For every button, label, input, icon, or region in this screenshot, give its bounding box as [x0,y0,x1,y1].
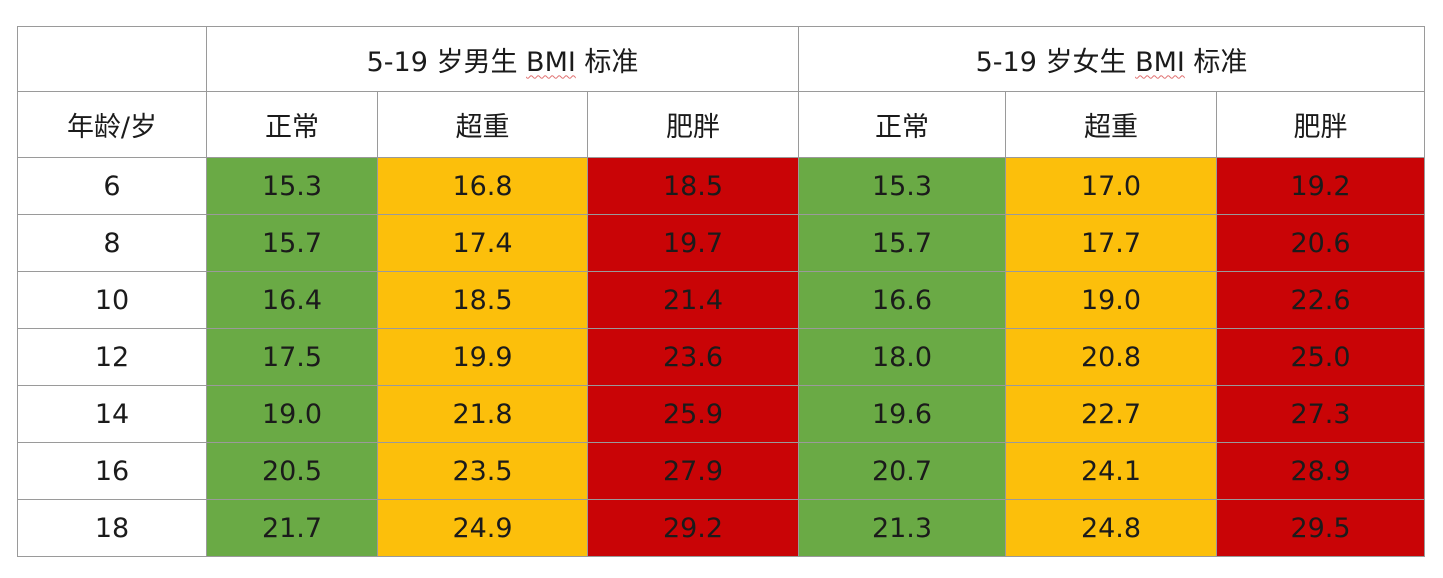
girls-overweight-value: 24.1 [1005,442,1218,500]
boys-overweight-value: 17.4 [377,214,588,272]
girls-overweight-header: 超重 [1005,91,1218,158]
boys-normal-value: 15.7 [206,214,378,272]
boys-overweight-value: 19.9 [377,328,588,386]
table-row: 16 20.5 23.5 27.9 20.7 24.1 28.9 [17,442,1426,500]
age-cell: 8 [17,214,207,272]
girls-normal-header: 正常 [798,91,1007,158]
girls-overweight-value: 20.8 [1005,328,1218,386]
girls-title-prefix: 5-19 岁女生 [975,46,1136,78]
age-header: 年龄/岁 [17,91,207,158]
girls-overweight-value: 17.7 [1005,214,1218,272]
girls-obese-value: 27.3 [1216,385,1426,443]
girls-obese-value: 25.0 [1216,328,1426,386]
boys-obese-value: 18.5 [586,157,800,215]
age-cell: 6 [17,157,207,215]
age-cell: 16 [17,442,207,500]
boys-obese-value: 29.2 [586,499,800,557]
girls-normal-value: 16.6 [798,271,1007,329]
table-row: 8 15.7 17.4 19.7 15.7 17.7 20.6 [17,214,1426,272]
age-cell: 10 [17,271,207,329]
boys-normal-value: 17.5 [206,328,378,386]
title-row: 5-19 岁男生 BMI 标准 5-19 岁女生 BMI 标准 [17,26,1426,92]
boys-overweight-value: 18.5 [377,271,588,329]
boys-normal-value: 16.4 [206,271,378,329]
girls-obese-value: 22.6 [1216,271,1426,329]
girls-obese-header: 肥胖 [1216,91,1426,158]
boys-obese-value: 19.7 [586,214,800,272]
girls-obese-value: 19.2 [1216,157,1426,215]
boys-normal-header: 正常 [206,91,378,158]
boys-normal-value: 20.5 [206,442,378,500]
table-row: 18 21.7 24.9 29.2 21.3 24.8 29.5 [17,499,1426,557]
girls-overweight-value: 19.0 [1005,271,1218,329]
girls-title-suffix: 标准 [1184,46,1248,78]
boys-obese-value: 25.9 [586,385,800,443]
age-cell: 12 [17,328,207,386]
boys-obese-value: 23.6 [586,328,800,386]
girls-title-bmi: BMI [1135,46,1185,78]
girls-overweight-value: 24.8 [1005,499,1218,557]
boys-overweight-header: 超重 [377,91,588,158]
girls-overweight-value: 17.0 [1005,157,1218,215]
corner-cell [17,26,207,92]
boys-title-prefix: 5-19 岁男生 [366,46,527,78]
header-row: 年龄/岁 正常 超重 肥胖 正常 超重 肥胖 [17,91,1426,158]
boys-obese-value: 27.9 [586,442,800,500]
bmi-table-wrapper: 5-19 岁男生 BMI 标准 5-19 岁女生 BMI 标准 年龄/岁 正常 … [17,26,1426,562]
boys-obese-value: 21.4 [586,271,800,329]
age-cell: 14 [17,385,207,443]
girls-obese-value: 28.9 [1216,442,1426,500]
girls-normal-value: 15.7 [798,214,1007,272]
boys-title-suffix: 标准 [575,46,639,78]
girls-obese-value: 29.5 [1216,499,1426,557]
table-row: 14 19.0 21.8 25.9 19.6 22.7 27.3 [17,385,1426,443]
girls-normal-value: 18.0 [798,328,1007,386]
table-row: 12 17.5 19.9 23.6 18.0 20.8 25.0 [17,328,1426,386]
boys-overweight-value: 21.8 [377,385,588,443]
girls-overweight-value: 22.7 [1005,385,1218,443]
boys-obese-header: 肥胖 [586,91,800,158]
boys-title-bmi: BMI [526,46,576,78]
table-row: 10 16.4 18.5 21.4 16.6 19.0 22.6 [17,271,1426,329]
boys-overweight-value: 23.5 [377,442,588,500]
girls-normal-value: 15.3 [798,157,1007,215]
age-cell: 18 [17,499,207,557]
girls-normal-value: 20.7 [798,442,1007,500]
boys-bmi-title: 5-19 岁男生 BMI 标准 [205,26,800,92]
bmi-standard-table: 5-19 岁男生 BMI 标准 5-19 岁女生 BMI 标准 年龄/岁 正常 … [17,26,1426,557]
boys-normal-value: 15.3 [206,157,378,215]
girls-obese-value: 20.6 [1216,214,1426,272]
girls-normal-value: 19.6 [798,385,1007,443]
boys-overweight-value: 24.9 [377,499,588,557]
table-row: 6 15.3 16.8 18.5 15.3 17.0 19.2 [17,157,1426,215]
boys-normal-value: 21.7 [206,499,378,557]
girls-normal-value: 21.3 [798,499,1007,557]
girls-bmi-title: 5-19 岁女生 BMI 标准 [798,26,1426,92]
boys-overweight-value: 16.8 [377,157,588,215]
boys-normal-value: 19.0 [206,385,378,443]
